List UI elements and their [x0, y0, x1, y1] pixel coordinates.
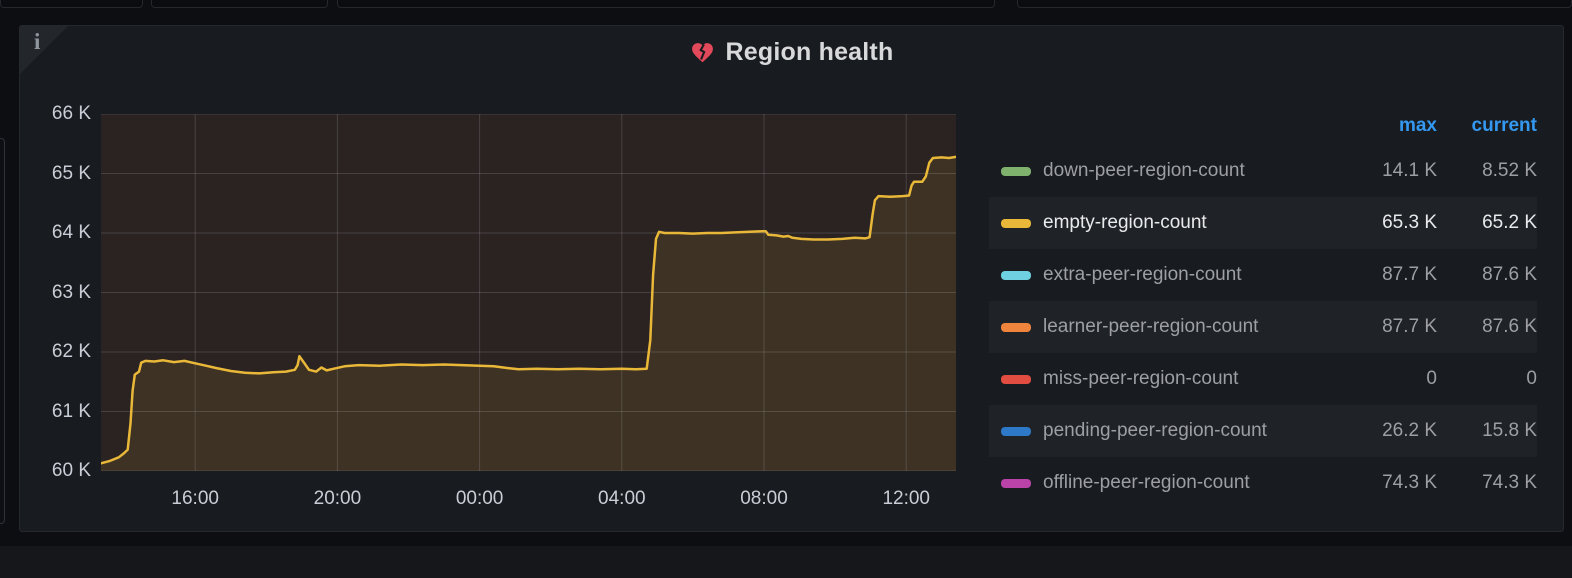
cutoff-panel-top-1 [0, 0, 143, 8]
series-line [101, 155, 956, 465]
legend-sort-current[interactable]: current [1471, 115, 1537, 136]
series-color-swatch[interactable] [1001, 478, 1031, 488]
legend-row[interactable]: learner-peer-region-count 87.7 K 87.6 K [989, 301, 1537, 353]
series-color-swatch[interactable] [1001, 426, 1031, 436]
x-axis-tick-label: 20:00 [313, 488, 362, 509]
legend: max current down-peer-region-count 14.1 K… [989, 111, 1537, 509]
series-label[interactable]: empty-region-count [1043, 212, 1207, 233]
y-axis: 60 K 61 K 62 K 63 K 64 K 65 K 66 K [20, 26, 91, 531]
series-current-value: 65.2 K [1482, 212, 1537, 233]
x-axis-tick-label: 08:00 [740, 488, 788, 509]
x-axis-tick-label: 00:00 [455, 488, 504, 509]
series-current-value: 74.3 K [1482, 472, 1537, 493]
series-max-value: 87.7 K [1382, 316, 1437, 337]
legend-row[interactable]: miss-peer-region-count 0 0 [989, 353, 1537, 405]
series-max-value: 87.7 K [1382, 264, 1437, 285]
series-current-value: 8.52 K [1482, 160, 1537, 181]
y-axis-tick-label: 64 K [51, 222, 91, 243]
panel-info-corner[interactable] [20, 26, 68, 74]
info-icon[interactable]: i [34, 29, 41, 54]
series-area-fill [101, 156, 956, 471]
cutoff-panel-top-2 [151, 0, 328, 8]
series-label[interactable]: miss-peer-region-count [1043, 368, 1239, 389]
y-axis-tick-label: 62 K [51, 341, 91, 362]
legend-row[interactable]: offline-peer-region-count 74.3 K 74.3 K [989, 457, 1537, 509]
time-series-chart[interactable] [101, 114, 956, 471]
next-row-panel-edge [0, 546, 1572, 578]
series-color-swatch[interactable] [1001, 166, 1031, 176]
legend-rows: down-peer-region-count 14.1 K 8.52 K empty-… [989, 145, 1537, 509]
x-axis-tick-label: 12:00 [882, 488, 930, 509]
region-health-panel: i Region health 60 K 61 K 62 K 63 K 64 K 65 K… [19, 25, 1564, 532]
series-max-value: 14.1 K [1382, 160, 1437, 181]
series-label[interactable]: pending-peer-region-count [1043, 420, 1267, 441]
x-axis: 16:00 20:00 00:00 04:00 08:00 12:00 [20, 26, 1563, 531]
series-label[interactable]: learner-peer-region-count [1043, 316, 1259, 337]
legend-row[interactable]: pending-peer-region-count 26.2 K 15.8 K [989, 405, 1537, 457]
y-axis-tick-label: 65 K [51, 162, 91, 184]
y-axis-tick-label: 60 K [51, 460, 91, 481]
cutoff-panel-top-3 [337, 0, 995, 8]
cutoff-panel-top-4 [1017, 0, 1572, 8]
series-label[interactable]: extra-peer-region-count [1043, 264, 1242, 285]
series-current-value: 87.6 K [1482, 264, 1537, 285]
plot-background [101, 114, 956, 471]
legend-row[interactable]: down-peer-region-count 14.1 K 8.52 K [989, 145, 1537, 197]
y-axis-tick-label: 66 K [51, 103, 91, 124]
x-axis-tick-label: 04:00 [598, 488, 646, 509]
series-max-value: 74.3 K [1382, 472, 1437, 493]
series-max-value: 0 [1426, 368, 1437, 389]
legend-sort-max[interactable]: max [1398, 115, 1437, 136]
cutoff-panel-left [0, 138, 5, 524]
series-max-value: 65.3 K [1382, 212, 1437, 233]
series-color-swatch[interactable] [1001, 270, 1031, 280]
series-current-value: 15.8 K [1482, 420, 1537, 441]
series-color-swatch[interactable] [1001, 322, 1031, 332]
series-label[interactable]: down-peer-region-count [1043, 160, 1245, 181]
y-axis-tick-label: 63 K [51, 281, 91, 303]
series-current-value: 87.6 K [1482, 316, 1537, 337]
legend-row[interactable]: empty-region-count 65.3 K 65.2 K [989, 197, 1537, 249]
legend-header: max current [989, 111, 1537, 141]
y-axis-tick-label: 61 K [51, 400, 91, 422]
grid-lines [101, 114, 956, 471]
series-color-swatch[interactable] [1001, 374, 1031, 384]
series-label[interactable]: offline-peer-region-count [1043, 472, 1250, 493]
legend-row[interactable]: extra-peer-region-count 87.7 K 87.6 K [989, 249, 1537, 301]
x-axis-tick-label: 16:00 [171, 488, 219, 509]
series-max-value: 26.2 K [1382, 420, 1437, 441]
broken-heart-icon [691, 42, 713, 62]
panel-header[interactable]: Region health [20, 34, 1563, 70]
series-color-swatch[interactable] [1001, 218, 1031, 228]
series-current-value: 0 [1526, 368, 1537, 389]
panel-title: Region health [725, 37, 894, 66]
